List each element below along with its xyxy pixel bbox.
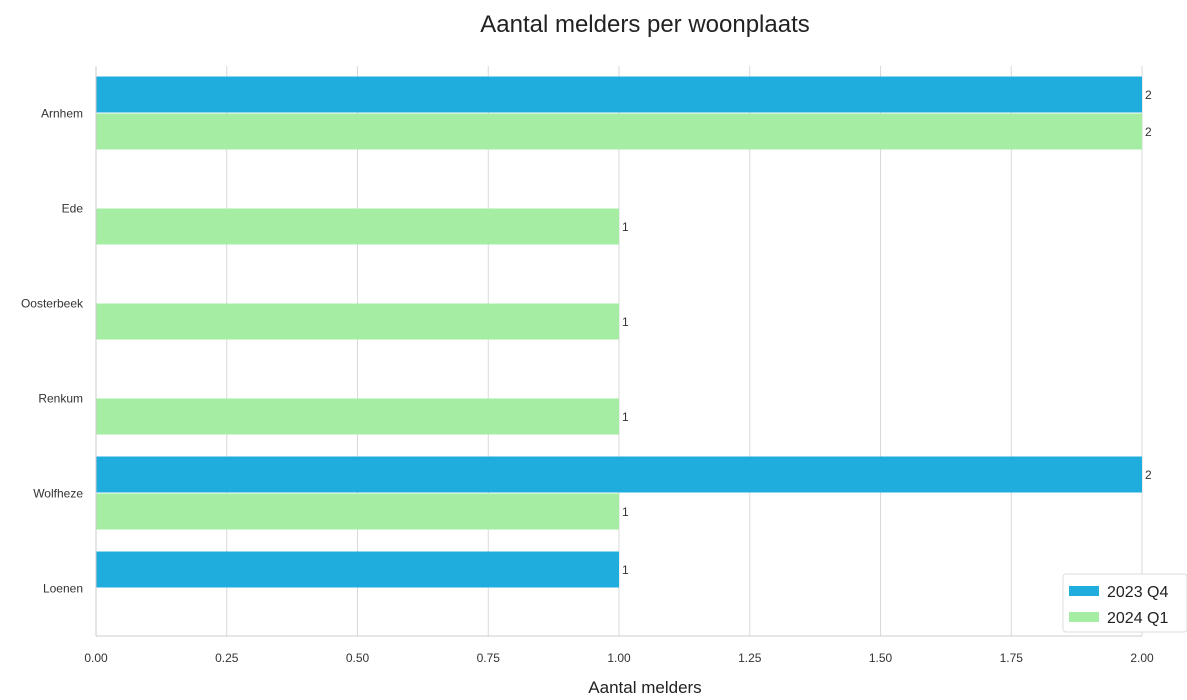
chart-title: Aantal melders per woonplaats (480, 11, 810, 38)
bar (96, 456, 1142, 493)
legend-swatch (1069, 586, 1099, 596)
data-label: 1 (622, 505, 629, 519)
grid (95, 66, 1143, 636)
category-label: Oosterbeek (21, 297, 84, 311)
legend-swatch (1069, 612, 1099, 622)
legend-label: 2023 Q4 (1107, 584, 1168, 601)
data-label: 1 (622, 315, 629, 329)
x-axis-label: Aantal melders (588, 678, 701, 697)
x-tick-label: 1.50 (869, 651, 893, 665)
bar (96, 303, 619, 340)
bars: 2 2 1 1 1 2 1 1 (96, 76, 1152, 588)
x-tick-label: 1.75 (1000, 651, 1024, 665)
data-label: 2 (1145, 125, 1152, 139)
data-label: 1 (622, 410, 629, 424)
x-tick-label: 0.50 (346, 651, 370, 665)
bar (96, 113, 1142, 150)
bar (96, 76, 1142, 113)
legend-label: 2024 Q1 (1107, 610, 1168, 627)
category-label: Ede (62, 202, 84, 216)
bar (96, 398, 619, 435)
category-label: Wolfheze (33, 487, 83, 501)
x-tick-label: 0.75 (477, 651, 501, 665)
category-label: Loenen (43, 582, 83, 596)
data-label: 1 (622, 563, 629, 577)
x-tick-label: 0.25 (215, 651, 239, 665)
category-label: Arnhem (41, 107, 83, 121)
bar (96, 551, 619, 588)
bar (96, 493, 619, 530)
bar (96, 208, 619, 245)
data-label: 2 (1145, 468, 1152, 482)
x-tick-label: 0.00 (84, 651, 108, 665)
category-label: Renkum (38, 392, 83, 406)
legend: 2023 Q4 2024 Q1 (1062, 573, 1187, 633)
x-tick-label: 1.00 (607, 651, 631, 665)
axes: 0.00 0.25 0.50 0.75 1.00 1.25 1.50 1.75 2.00 Arnh… (21, 66, 1154, 665)
data-label: 2 (1145, 88, 1152, 102)
x-tick-label: 2.00 (1130, 651, 1154, 665)
x-tick-label: 1.25 (738, 651, 762, 665)
data-label: 1 (622, 220, 629, 234)
